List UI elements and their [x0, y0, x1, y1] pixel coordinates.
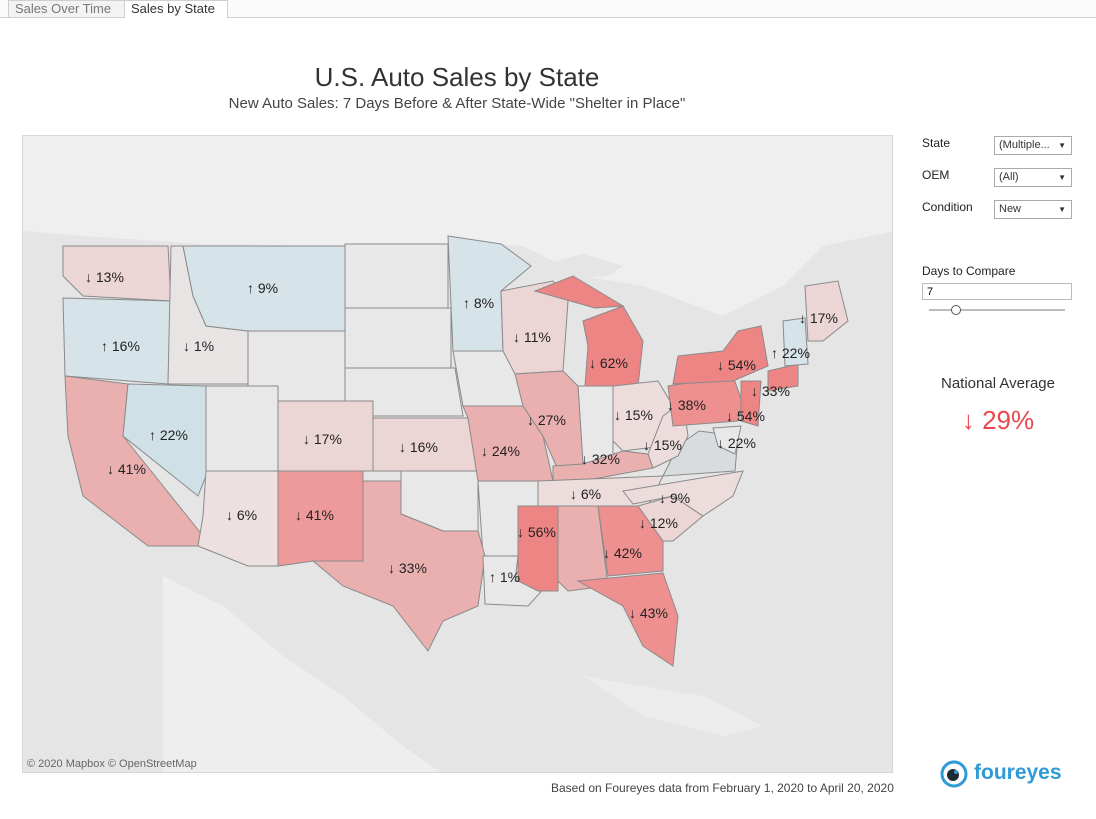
label-idaho: ↓ 1% [183, 338, 214, 354]
label-washington: ↓ 13% [85, 269, 124, 285]
map-credit: © 2020 Mapbox © OpenStreetMap [27, 758, 197, 770]
label-wisconsin: ↓ 11% [513, 329, 551, 345]
label-maryland: ↓ 22% [717, 435, 756, 451]
label-nevada: ↑ 22% [149, 427, 188, 443]
label-new-york: ↓ 54% [717, 357, 756, 373]
national-average-value: ↓ 29% [961, 405, 1035, 435]
state-florida[interactable] [576, 572, 679, 667]
oem-filter-label: OEM [922, 168, 950, 182]
days-slider-handle[interactable] [951, 305, 962, 315]
label-arizona: ↓ 6% [226, 507, 257, 523]
oem-filter-value: (All) [999, 171, 1019, 183]
state-vermont-nh[interactable] [782, 317, 809, 367]
state-connecticut-ma[interactable] [767, 363, 799, 392]
label-georgia: ↓ 42% [603, 545, 642, 561]
label-west-virginia: ↓ 15% [643, 437, 682, 453]
state-mississippi[interactable] [517, 505, 559, 592]
label-maine: ↓ 17% [799, 310, 838, 326]
state-new-york[interactable] [672, 325, 769, 385]
state-north-dakota[interactable] [344, 243, 449, 309]
oem-filter-dropdown[interactable]: (All) ▼ [994, 168, 1072, 187]
state-maryland[interactable] [712, 425, 742, 455]
state-washington[interactable] [62, 245, 172, 302]
state-south-dakota[interactable] [344, 307, 452, 369]
label-california: ↓ 41% [107, 461, 146, 477]
label-colorado: ↓ 17% [303, 431, 342, 447]
label-tennessee: ↓ 6% [570, 486, 601, 502]
page-subtitle: New Auto Sales: 7 Days Before & After St… [228, 95, 686, 112]
label-connecticut: ↓ 33% [751, 383, 790, 399]
canada-land [23, 136, 892, 316]
label-michigan: ↓ 62% [589, 355, 628, 371]
caret-down-icon: ▼ [1058, 173, 1066, 182]
caret-down-icon: ▼ [1058, 205, 1066, 214]
label-louisiana: ↑ 1% [489, 569, 520, 585]
state-map[interactable]: ↓ 13% ↑ 16% ↓ 1% ↑ 9% ↑ 8% ↓ 11% ↓ 62% ↓… [22, 135, 893, 773]
label-south-carolina: ↓ 12% [639, 515, 678, 531]
label-ohio: ↓ 15% [614, 407, 653, 423]
label-pennsylvania: ↓ 38% [667, 397, 706, 413]
map-canvas[interactable]: ↓ 13% ↑ 16% ↓ 1% ↑ 9% ↑ 8% ↓ 11% ↓ 62% ↓… [23, 136, 893, 773]
label-missouri: ↓ 24% [481, 443, 520, 459]
label-vermont-nh: ↑ 22% [771, 345, 810, 361]
label-mississippi: ↓ 56% [517, 524, 556, 540]
label-new-jersey: ↓ 54% [726, 408, 765, 424]
label-new-mexico: ↓ 41% [295, 507, 334, 523]
state-filter-label: State [922, 136, 951, 150]
label-texas: ↓ 33% [388, 560, 427, 576]
label-kansas: ↓ 16% [399, 439, 438, 455]
state-filter-value: (Multiple... [999, 139, 1050, 151]
state-georgia[interactable] [597, 505, 664, 577]
days-slider-track[interactable] [929, 309, 1065, 311]
state-montana[interactable] [182, 245, 346, 332]
days-compare-label: Days to Compare [922, 264, 1016, 278]
page-title: U.S. Auto Sales by State [314, 62, 600, 92]
colored-states [62, 235, 849, 667]
tab-bar: Sales Over Time Sales by State [0, 0, 1096, 18]
national-average-label: National Average [941, 375, 1055, 392]
state-north-carolina[interactable] [622, 470, 744, 517]
state-nevada[interactable] [122, 383, 207, 497]
state-labels: ↓ 13% ↑ 16% ↓ 1% ↑ 9% ↑ 8% ↓ 11% ↓ 62% ↓… [85, 269, 838, 621]
label-north-carolina: ↓ 9% [659, 490, 690, 506]
state-new-jersey[interactable] [740, 380, 762, 427]
days-compare-input[interactable] [922, 283, 1072, 300]
tab-sales-by-state[interactable]: Sales by State [124, 0, 228, 18]
label-florida: ↓ 43% [629, 605, 668, 621]
condition-filter-dropdown[interactable]: New ▼ [994, 200, 1072, 219]
eye-logo-icon [940, 760, 968, 788]
tab-sales-over-time[interactable]: Sales Over Time [8, 0, 125, 17]
condition-filter-value: New [999, 203, 1022, 215]
mexico-land [163, 576, 441, 772]
foureyes-logo: foureyes [940, 758, 1065, 792]
label-illinois: ↓ 27% [527, 412, 566, 428]
label-minnesota: ↑ 8% [463, 295, 494, 311]
source-note: Based on Foureyes data from February 1, … [551, 781, 894, 795]
caret-down-icon: ▼ [1058, 141, 1066, 150]
logo-text: foureyes [974, 761, 1062, 784]
label-kentucky: ↓ 32% [581, 451, 620, 467]
state-filter-dropdown[interactable]: (Multiple... ▼ [994, 136, 1072, 155]
label-montana: ↑ 9% [247, 280, 278, 296]
label-oregon: ↑ 16% [101, 338, 140, 354]
state-maine[interactable] [804, 280, 849, 342]
condition-filter-label: Condition [922, 200, 973, 214]
state-texas[interactable] [311, 480, 486, 652]
caribbean-land [583, 676, 763, 736]
lake-superior [545, 254, 623, 278]
